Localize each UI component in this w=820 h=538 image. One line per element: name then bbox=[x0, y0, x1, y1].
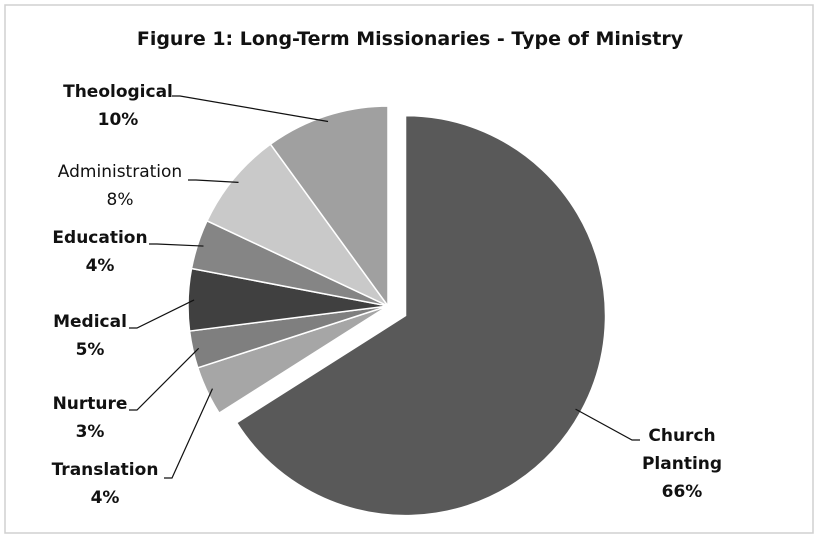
category-label: Theological bbox=[63, 82, 173, 102]
category-label: Medical bbox=[53, 312, 127, 332]
leader-line bbox=[164, 388, 214, 479]
leader-line bbox=[172, 95, 329, 123]
data-label: Church Planting 66% bbox=[632, 422, 732, 506]
category-label: Church Planting bbox=[641, 426, 723, 474]
value-label: 3% bbox=[75, 422, 105, 442]
leader-line bbox=[188, 179, 239, 183]
leader-line bbox=[129, 299, 195, 329]
category-label: Administration bbox=[57, 162, 183, 182]
category-label: Education bbox=[52, 228, 148, 248]
pie-slice bbox=[206, 143, 389, 307]
leader-line bbox=[149, 243, 204, 247]
data-label: Administration 8% bbox=[40, 158, 200, 214]
pie-slice bbox=[269, 105, 389, 309]
chart-border bbox=[4, 4, 814, 534]
value-label: 10% bbox=[97, 110, 139, 130]
category-label: Nurture bbox=[52, 394, 128, 414]
value-label: 4% bbox=[85, 256, 115, 276]
data-label: Medical 5% bbox=[30, 308, 150, 364]
leader-line bbox=[575, 408, 640, 441]
leader-line bbox=[129, 347, 200, 411]
category-label: Translation bbox=[51, 460, 159, 480]
data-label: Translation 4% bbox=[35, 456, 175, 512]
data-label: Education 4% bbox=[30, 224, 170, 280]
value-label: 8% bbox=[106, 190, 134, 210]
value-label: 66% bbox=[661, 482, 703, 502]
chart-title: Figure 1: Long-Term Missionaries - Type … bbox=[136, 28, 684, 50]
value-label: 4% bbox=[90, 488, 120, 508]
value-label: 5% bbox=[75, 340, 105, 360]
data-label: Theological 10% bbox=[53, 78, 183, 134]
data-label: Nurture 3% bbox=[30, 390, 150, 446]
